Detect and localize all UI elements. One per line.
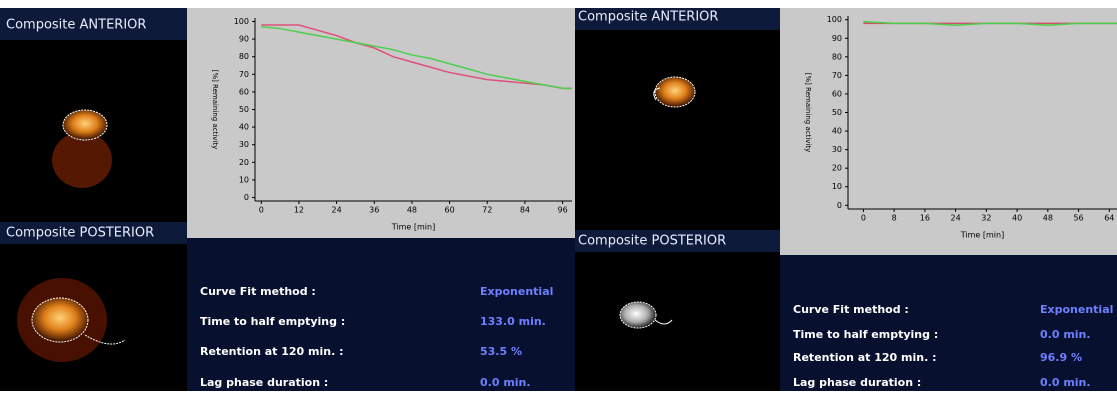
image-blob xyxy=(32,298,88,342)
stat-value: Exponential xyxy=(480,285,553,298)
y-tick-label: 10 xyxy=(239,175,249,184)
image-column xyxy=(575,8,780,391)
stat-value: 96.9 % xyxy=(1040,351,1082,364)
y-tick-label: 10 xyxy=(832,182,842,191)
stat-label: Retention at 120 min. : xyxy=(793,351,937,364)
x-tick-label: 12 xyxy=(294,206,304,215)
y-axis-title: [%] Remaining activity xyxy=(804,73,812,153)
y-tick-label: 70 xyxy=(239,70,249,79)
y-tick-label: 0 xyxy=(837,201,842,210)
y-tick-label: 90 xyxy=(832,34,842,43)
y-tick-label: 60 xyxy=(832,89,842,98)
chart-area xyxy=(780,8,1117,255)
x-tick-label: 72 xyxy=(482,206,492,215)
y-tick-label: 60 xyxy=(239,87,249,96)
y-tick-label: 0 xyxy=(244,193,249,202)
screen: Composite ANTERIOR Composite POSTERIOR C… xyxy=(0,0,1117,391)
x-tick-label: 40 xyxy=(1012,214,1022,223)
anterior-label: Composite ANTERIOR xyxy=(6,18,146,33)
x-tick-label: 64 xyxy=(1104,214,1114,223)
y-tick-label: 70 xyxy=(832,71,842,80)
image-blob xyxy=(63,110,107,140)
stat-label: Lag phase duration : xyxy=(793,376,921,389)
stat-value: 133.0 min. xyxy=(480,315,546,328)
x-tick-label: 24 xyxy=(332,206,342,215)
x-tick-label: 84 xyxy=(520,206,530,215)
x-tick-label: 56 xyxy=(1073,214,1083,223)
stat-label: Lag phase duration : xyxy=(200,376,328,389)
y-tick-label: 20 xyxy=(239,158,249,167)
y-tick-label: 50 xyxy=(832,108,842,117)
x-tick-label: 0 xyxy=(259,206,264,215)
y-tick-label: 80 xyxy=(832,52,842,61)
y-tick-label: 20 xyxy=(832,164,842,173)
stat-value: 0.0 min. xyxy=(1040,328,1091,341)
stat-value: 0.0 min. xyxy=(1040,376,1091,389)
x-tick-label: 16 xyxy=(920,214,930,223)
y-tick-label: 30 xyxy=(239,140,249,149)
posterior-label: Composite POSTERIOR xyxy=(6,226,154,241)
anterior-label: Composite ANTERIOR xyxy=(578,10,718,25)
y-tick-label: 30 xyxy=(832,145,842,154)
stat-label: Time to half emptying : xyxy=(793,328,938,341)
x-tick-label: 0 xyxy=(861,214,866,223)
x-axis-title: Time [min] xyxy=(960,231,1004,240)
x-tick-label: 60 xyxy=(445,206,455,215)
stat-label: Time to half emptying : xyxy=(200,315,345,328)
image-blob xyxy=(620,302,656,328)
stat-value: 53.5 % xyxy=(480,345,522,358)
y-tick-label: 100 xyxy=(827,15,842,24)
stat-value: 0.0 min. xyxy=(480,376,531,389)
posterior-label: Composite POSTERIOR xyxy=(578,234,726,249)
y-tick-label: 90 xyxy=(239,35,249,44)
x-tick-label: 24 xyxy=(951,214,961,223)
x-tick-label: 48 xyxy=(1043,214,1053,223)
y-tick-label: 40 xyxy=(832,127,842,136)
x-axis-title: Time [min] xyxy=(391,223,435,232)
stat-label: Curve Fit method : xyxy=(200,285,316,298)
x-tick-label: 32 xyxy=(981,214,991,223)
image-blob xyxy=(655,77,695,107)
stat-value: Exponential xyxy=(1040,303,1113,316)
y-tick-label: 80 xyxy=(239,52,249,61)
y-axis-title: [%] Remaining activity xyxy=(211,70,219,150)
x-tick-label: 48 xyxy=(407,206,417,215)
y-tick-label: 100 xyxy=(234,17,249,26)
y-tick-label: 40 xyxy=(239,123,249,132)
image-blob xyxy=(52,132,112,188)
y-tick-label: 50 xyxy=(239,105,249,114)
stats-area xyxy=(780,255,1117,391)
stat-label: Retention at 120 min. : xyxy=(200,345,344,358)
stat-label: Curve Fit method : xyxy=(793,303,909,316)
x-tick-label: 8 xyxy=(892,214,897,223)
x-tick-label: 36 xyxy=(369,206,379,215)
x-tick-label: 96 xyxy=(557,206,567,215)
